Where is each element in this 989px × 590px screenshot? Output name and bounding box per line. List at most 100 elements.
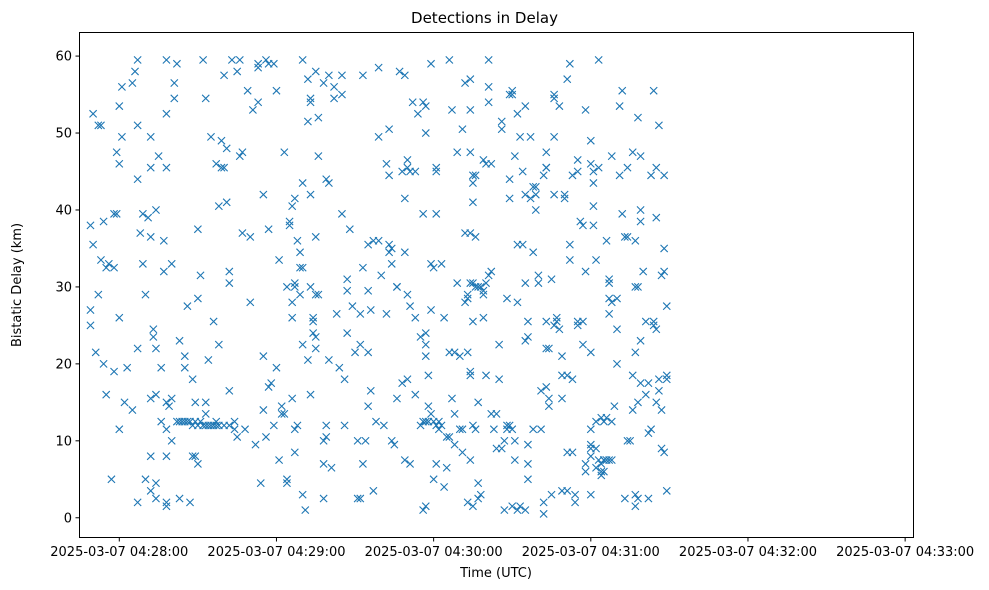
data-point bbox=[537, 386, 546, 395]
data-point bbox=[434, 425, 443, 434]
data-point bbox=[309, 317, 318, 326]
data-point bbox=[463, 294, 472, 303]
data-point bbox=[256, 479, 265, 488]
data-point bbox=[589, 167, 598, 176]
data-point bbox=[539, 171, 548, 180]
data-point bbox=[188, 375, 197, 384]
data-point bbox=[212, 421, 221, 430]
data-point bbox=[374, 132, 383, 141]
data-point bbox=[458, 448, 467, 457]
data-point bbox=[162, 425, 171, 434]
data-point bbox=[581, 267, 590, 276]
data-point bbox=[641, 390, 650, 399]
data-point bbox=[660, 244, 669, 253]
data-point bbox=[193, 225, 202, 234]
data-point bbox=[335, 363, 344, 372]
data-point bbox=[544, 394, 553, 403]
data-point bbox=[277, 402, 286, 411]
data-point bbox=[162, 452, 171, 461]
data-point bbox=[419, 98, 428, 107]
data-point bbox=[322, 421, 331, 430]
data-point bbox=[298, 55, 307, 64]
data-point bbox=[495, 375, 504, 384]
data-point bbox=[324, 179, 333, 188]
data-point bbox=[411, 390, 420, 399]
data-point bbox=[466, 105, 475, 114]
data-point bbox=[468, 421, 477, 430]
data-points bbox=[86, 55, 671, 518]
data-point bbox=[461, 79, 470, 88]
data-point bbox=[86, 221, 95, 230]
data-point bbox=[408, 98, 417, 107]
data-point bbox=[290, 448, 299, 457]
data-point bbox=[597, 471, 606, 480]
data-point bbox=[547, 275, 556, 284]
data-point bbox=[387, 259, 396, 268]
data-point bbox=[534, 271, 543, 280]
data-point bbox=[550, 321, 559, 330]
data-point bbox=[421, 417, 430, 426]
data-point bbox=[214, 340, 223, 349]
data-point bbox=[466, 148, 475, 157]
data-point bbox=[254, 63, 263, 72]
data-point bbox=[605, 456, 614, 465]
data-point bbox=[191, 452, 200, 461]
data-point bbox=[374, 236, 383, 245]
data-point bbox=[521, 102, 530, 111]
data-point bbox=[453, 279, 462, 288]
data-point bbox=[343, 329, 352, 338]
data-point bbox=[521, 336, 530, 345]
data-point bbox=[605, 309, 614, 318]
y-tick-label: 10 bbox=[55, 434, 72, 449]
data-point bbox=[337, 71, 346, 80]
data-point bbox=[133, 175, 142, 184]
data-point bbox=[555, 325, 564, 334]
data-point bbox=[165, 402, 174, 411]
data-point bbox=[652, 398, 661, 407]
data-point bbox=[565, 256, 574, 264]
data-point bbox=[447, 394, 456, 403]
data-point bbox=[217, 136, 226, 145]
data-point bbox=[259, 352, 268, 361]
data-point bbox=[162, 55, 171, 64]
data-point bbox=[172, 59, 181, 68]
data-point bbox=[550, 94, 559, 103]
data-point bbox=[586, 159, 595, 168]
data-point bbox=[272, 86, 281, 95]
data-point bbox=[542, 148, 551, 157]
data-point bbox=[206, 132, 215, 141]
data-point bbox=[628, 148, 637, 157]
data-point bbox=[296, 248, 305, 257]
data-point bbox=[508, 425, 517, 434]
data-point bbox=[529, 248, 538, 257]
data-point bbox=[432, 163, 441, 172]
data-point bbox=[110, 209, 119, 218]
data-point bbox=[296, 290, 305, 299]
data-point bbox=[112, 209, 121, 218]
data-point bbox=[466, 279, 475, 288]
data-point bbox=[138, 209, 147, 218]
data-point bbox=[115, 313, 124, 322]
data-point bbox=[644, 379, 653, 388]
data-point bbox=[191, 398, 200, 407]
data-point bbox=[597, 459, 606, 468]
data-point bbox=[149, 325, 158, 334]
data-point bbox=[337, 209, 346, 218]
data-point bbox=[468, 317, 477, 326]
data-point bbox=[613, 325, 621, 334]
data-point bbox=[251, 440, 260, 449]
data-point bbox=[421, 329, 430, 338]
data-point bbox=[361, 436, 370, 445]
data-point bbox=[398, 379, 407, 388]
data-point bbox=[238, 229, 247, 238]
data-point bbox=[374, 63, 383, 72]
data-point bbox=[288, 298, 297, 307]
data-point bbox=[466, 229, 475, 238]
data-point bbox=[505, 90, 514, 99]
data-point bbox=[167, 259, 176, 268]
data-point bbox=[131, 67, 139, 76]
data-point bbox=[552, 313, 561, 322]
data-point bbox=[502, 294, 511, 303]
data-point bbox=[364, 348, 373, 357]
data-point bbox=[523, 440, 532, 449]
